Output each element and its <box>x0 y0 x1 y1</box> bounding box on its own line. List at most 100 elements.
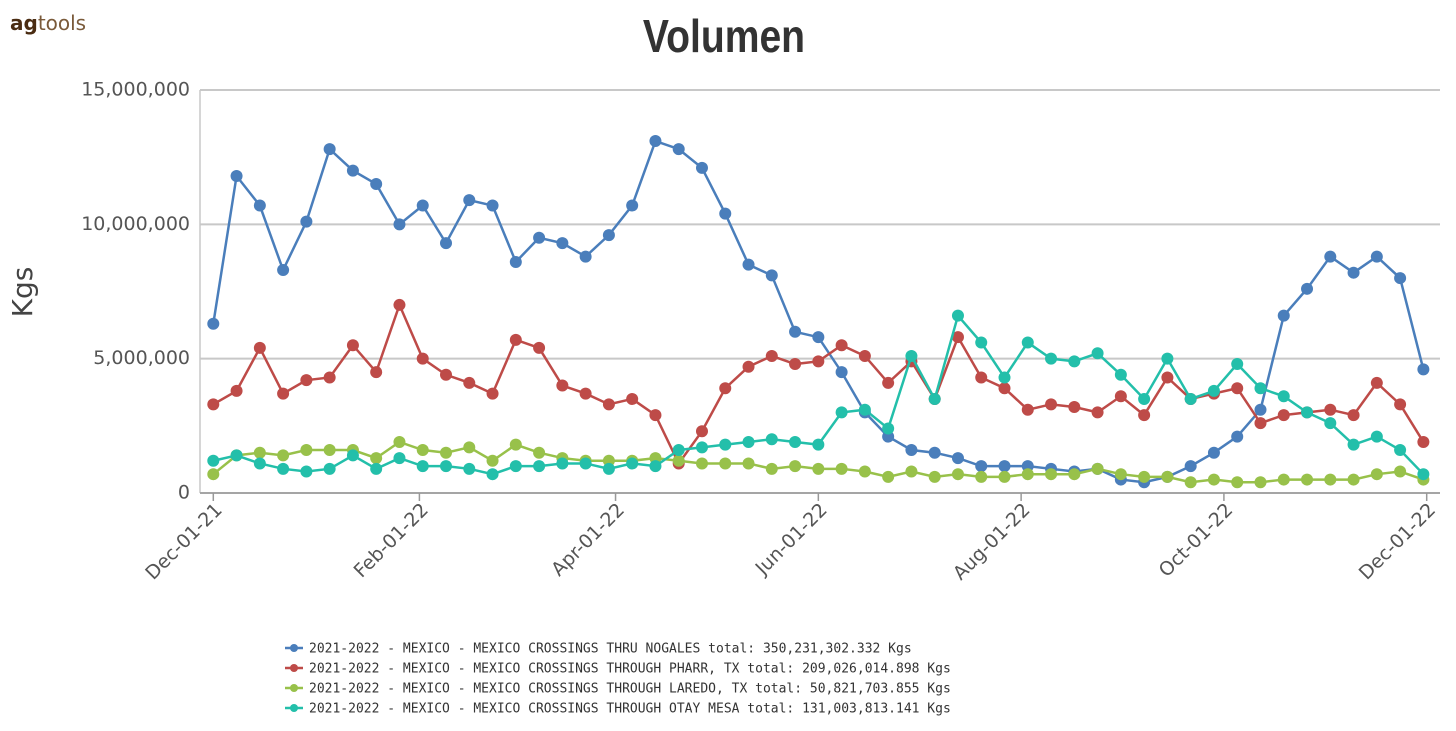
data-point <box>486 199 499 212</box>
data-point <box>812 355 825 368</box>
data-point <box>1068 468 1081 481</box>
data-point <box>1417 363 1430 376</box>
data-point <box>1138 392 1151 405</box>
data-point <box>1045 398 1058 411</box>
y-axis-label: Kgs <box>6 267 39 318</box>
data-point <box>928 392 941 405</box>
data-point <box>277 462 290 475</box>
data-point <box>998 470 1011 483</box>
data-point <box>975 470 988 483</box>
data-point <box>975 460 988 473</box>
data-point <box>370 178 383 191</box>
data-point <box>1114 368 1127 381</box>
data-point <box>440 446 453 459</box>
data-point <box>230 169 243 182</box>
data-point <box>789 358 802 371</box>
data-point <box>533 341 546 354</box>
data-point <box>416 444 429 457</box>
chart-title: Volumen <box>643 11 805 63</box>
data-point <box>1021 336 1034 349</box>
data-point <box>1138 470 1151 483</box>
data-point <box>1114 390 1127 403</box>
data-point <box>533 460 546 473</box>
data-point <box>975 336 988 349</box>
data-point <box>951 468 964 481</box>
x-tick-label: Apr-01-22 <box>547 499 629 581</box>
data-point <box>1045 352 1058 365</box>
data-point <box>1161 470 1174 483</box>
data-point <box>1394 272 1407 285</box>
data-point <box>1091 462 1104 475</box>
data-point <box>416 460 429 473</box>
data-point <box>1207 446 1220 459</box>
data-point <box>1161 371 1174 384</box>
data-point <box>1370 250 1383 263</box>
data-point <box>975 371 988 384</box>
data-point <box>672 444 685 457</box>
data-point <box>719 207 732 220</box>
data-point <box>1301 282 1314 295</box>
data-point <box>300 465 313 478</box>
data-point <box>277 264 290 277</box>
data-point <box>1091 347 1104 360</box>
data-point <box>649 460 662 473</box>
data-point <box>1231 382 1244 395</box>
data-point <box>579 387 592 400</box>
data-point <box>928 470 941 483</box>
data-point <box>207 468 220 481</box>
data-point <box>905 349 918 362</box>
y-tick-label: 0 <box>178 482 190 504</box>
data-point <box>1394 398 1407 411</box>
data-point <box>1254 476 1267 489</box>
data-point <box>253 446 266 459</box>
data-point <box>742 360 755 373</box>
data-point <box>486 387 499 400</box>
data-point <box>393 298 406 311</box>
data-point <box>1184 476 1197 489</box>
data-point <box>765 269 778 282</box>
data-point <box>626 392 639 405</box>
data-point <box>253 341 266 354</box>
data-point <box>1254 403 1267 416</box>
data-point <box>370 462 383 475</box>
data-point <box>812 462 825 475</box>
data-point <box>440 368 453 381</box>
x-tick-label: Oct-01-22 <box>1155 499 1238 582</box>
legend-label: 2021-2022 - MEXICO - MEXICO CROSSINGS TH… <box>309 702 951 717</box>
data-point <box>719 382 732 395</box>
data-point <box>207 454 220 467</box>
data-point <box>579 250 592 263</box>
data-point <box>951 309 964 322</box>
data-point <box>230 449 243 462</box>
data-point <box>486 454 499 467</box>
data-point <box>1277 409 1290 422</box>
data-point <box>1301 473 1314 486</box>
data-point <box>323 444 336 457</box>
data-point <box>1184 460 1197 473</box>
data-point <box>1091 406 1104 419</box>
logo-rest: tools <box>38 11 86 35</box>
data-point <box>207 398 220 411</box>
data-point <box>626 457 639 470</box>
data-point <box>719 438 732 451</box>
data-point <box>346 449 359 462</box>
data-point <box>742 258 755 271</box>
data-point <box>1347 266 1360 279</box>
data-point <box>998 371 1011 384</box>
data-point <box>300 215 313 228</box>
legend-swatch <box>290 644 298 652</box>
data-point <box>1231 476 1244 489</box>
data-point <box>835 462 848 475</box>
data-point <box>742 457 755 470</box>
x-tick-label: Aug-01-22 <box>949 499 1035 585</box>
data-point <box>1347 438 1360 451</box>
data-point <box>533 446 546 459</box>
data-point <box>602 462 615 475</box>
data-point <box>253 457 266 470</box>
data-point <box>463 194 476 207</box>
data-point <box>277 387 290 400</box>
data-point <box>835 339 848 352</box>
data-point <box>1231 430 1244 443</box>
data-point <box>556 457 569 470</box>
